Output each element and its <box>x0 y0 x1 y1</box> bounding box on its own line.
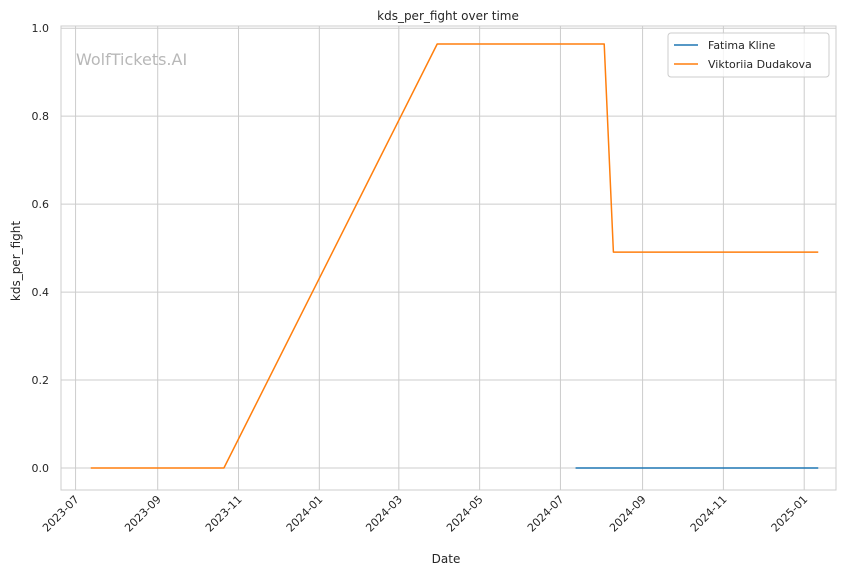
chart-title: kds_per_fight over time <box>377 9 519 23</box>
y-tick-label: 1.0 <box>32 22 50 35</box>
y-tick-label: 0.8 <box>32 110 50 123</box>
y-tick-label: 0.0 <box>32 462 50 475</box>
y-tick-labels: 0.0 0.2 0.4 0.6 0.8 1.0 <box>32 22 50 475</box>
plot-border <box>60 25 837 491</box>
legend-label: Viktoriia Dudakova <box>708 58 812 71</box>
y-tick-label: 0.2 <box>32 374 50 387</box>
series-line <box>90 43 819 469</box>
legend: Fatima Kline Viktoriia Dudakova <box>667 32 830 78</box>
y-axis-title: kds_per_fight <box>9 221 23 302</box>
watermark-text: WolfTickets.AI <box>76 50 187 69</box>
y-tick-label: 0.4 <box>32 286 50 299</box>
x-axis-title: Date <box>432 552 461 566</box>
legend-label: Fatima Kline <box>708 39 776 52</box>
series-lines <box>90 43 819 469</box>
y-tick-label: 0.6 <box>32 198 50 211</box>
legend-box <box>667 32 830 78</box>
